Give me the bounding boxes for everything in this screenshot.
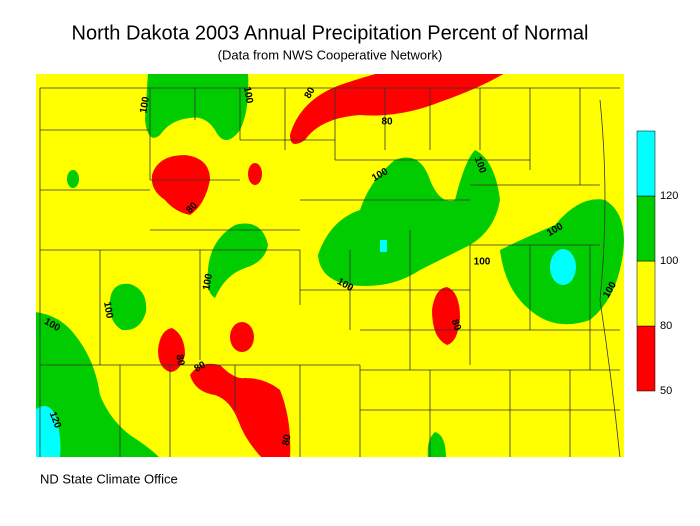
contour-label: 100 — [138, 95, 152, 114]
contour-label: 80 — [381, 117, 393, 128]
legend-tick-label: 120 — [660, 190, 678, 202]
contour-label: 80 — [173, 354, 186, 367]
legend-bin — [636, 195, 656, 262]
contour-label: 100 — [101, 301, 115, 320]
legend-tick-label: 50 — [660, 385, 672, 397]
contour-label: 80 — [303, 85, 318, 101]
legend-tick-label: 100 — [660, 255, 678, 267]
legend-bin — [636, 325, 656, 392]
title: North Dakota 2003 Annual Precipitation P… — [72, 22, 589, 44]
legend-bin — [636, 260, 656, 327]
contour-label: 80 — [281, 433, 294, 446]
map-frame — [34, 72, 626, 459]
green-zones — [35, 73, 624, 458]
legend-bin — [636, 130, 656, 197]
county-lines — [39, 87, 621, 459]
cyan-zones — [35, 240, 576, 458]
contour-label: 100 — [474, 257, 491, 268]
legend: 50 80 100 120 — [636, 130, 678, 397]
legend-tick-label: 80 — [660, 320, 672, 332]
contour-label: 100 — [201, 272, 215, 291]
contour-label: 100 — [241, 86, 255, 105]
red-zones — [151, 73, 505, 458]
subtitle: (Data from NWS Cooperative Network) — [218, 47, 443, 62]
contour-label: 80 — [193, 359, 209, 374]
credit: ND State Climate Office — [40, 471, 178, 486]
contour-label: 80 — [449, 318, 463, 333]
